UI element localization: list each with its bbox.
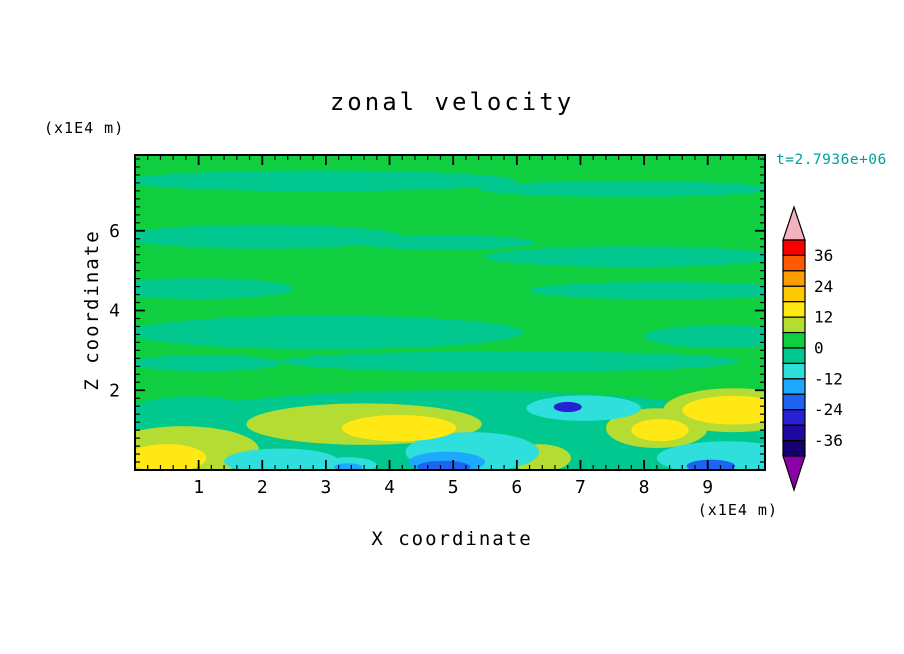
contour-blob [135, 170, 517, 192]
colorbar-segment [782, 270, 806, 287]
chart-title: zonal velocity [329, 88, 575, 116]
contour-blob [224, 448, 339, 470]
contour-blob [656, 441, 765, 470]
contour-blob [135, 315, 524, 350]
contour-blob [485, 246, 765, 268]
colorbar-segment [782, 409, 806, 426]
contour-blob [135, 224, 403, 249]
contour-blob [135, 278, 295, 299]
y-tick-label: 4 [109, 301, 120, 322]
contour-blob [631, 418, 689, 442]
contour-blob [334, 463, 363, 470]
plot-frame [134, 154, 766, 471]
x-axis-title: X coordinate [371, 528, 533, 550]
contour-blob [529, 281, 765, 300]
x-tick-label: 2 [257, 477, 268, 498]
contour-blob [135, 355, 282, 372]
x-tick-label: 1 [193, 477, 204, 498]
colorbar-segment [782, 239, 806, 257]
colorbar-tick-label: -12 [814, 369, 843, 388]
contour-blob [478, 180, 765, 197]
x-tick-label: 8 [639, 477, 650, 498]
colorbar-segment [782, 301, 806, 318]
contour-blob [281, 351, 740, 372]
x-tick-label: 9 [702, 477, 713, 498]
x-tick-label: 7 [575, 477, 586, 498]
colorbar-segment [782, 285, 806, 303]
colorbar-tick-label: 0 [814, 339, 824, 358]
contour-blob [135, 444, 207, 470]
contour-blob [553, 401, 582, 413]
colorbar-segment [782, 378, 806, 395]
colorbar-segment [782, 393, 806, 411]
x-axis-unit-label: (x1E4 m) [697, 501, 778, 519]
x-tick-label: 4 [384, 477, 395, 498]
x-tick-label: 6 [511, 477, 522, 498]
y-tick-label: 2 [109, 380, 120, 401]
contour-blob [686, 459, 736, 470]
colorbar-segment [782, 362, 806, 380]
x-tick-label: 5 [448, 477, 459, 498]
colorbar-segment [782, 331, 806, 349]
colorbar-tick-label: -24 [814, 400, 843, 419]
y-tick-label: 6 [109, 221, 120, 242]
timestamp-label: t=2.7936e+06 [776, 152, 887, 168]
contour-field [135, 155, 765, 470]
contour-blob [416, 460, 471, 470]
contour-blob [644, 325, 765, 348]
colorbar: 36 24 12 0 -12 -24 -36 [782, 205, 843, 492]
x-tick-label: 3 [320, 477, 331, 498]
colorbar-segment [782, 439, 806, 457]
colorbar-segment [782, 316, 806, 334]
y-axis-unit-label: (x1E4 m) [44, 119, 125, 137]
colorbar-tick-label: 36 [814, 246, 833, 265]
contour-blob [682, 395, 765, 425]
colorbar-segment [782, 347, 806, 365]
axis-ticks [135, 155, 765, 470]
contour-blob [341, 414, 457, 442]
colorbar-over-arrow [782, 205, 806, 241]
colorbar-under-arrow [782, 455, 806, 492]
colorbar-tick-label: -36 [814, 431, 843, 450]
colorbar-segment [782, 424, 806, 442]
colorbar-segment [782, 254, 806, 272]
contour-blob [357, 235, 536, 250]
colorbar-tick-label: 24 [814, 277, 833, 296]
colorbar-tick-label: 12 [814, 308, 833, 327]
contour-blob [526, 395, 641, 421]
